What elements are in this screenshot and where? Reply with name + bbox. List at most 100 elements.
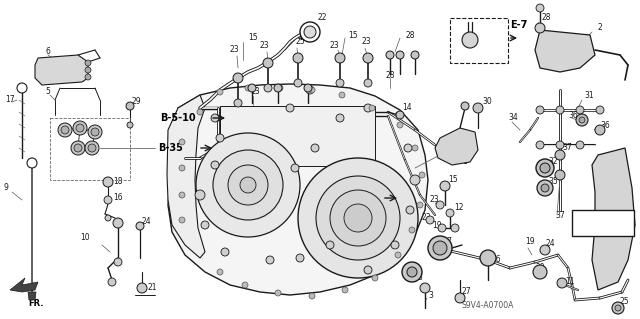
- Text: 28: 28: [386, 70, 396, 79]
- Circle shape: [127, 122, 133, 128]
- Circle shape: [274, 84, 282, 92]
- Circle shape: [242, 282, 248, 288]
- Circle shape: [344, 204, 372, 232]
- Text: 22: 22: [318, 13, 328, 23]
- Circle shape: [446, 209, 454, 217]
- Circle shape: [248, 84, 256, 92]
- Circle shape: [245, 85, 251, 91]
- Circle shape: [615, 305, 621, 311]
- Circle shape: [27, 158, 37, 168]
- Text: 27: 27: [462, 287, 472, 296]
- Circle shape: [85, 141, 99, 155]
- Circle shape: [420, 283, 430, 293]
- Circle shape: [74, 144, 82, 152]
- Circle shape: [364, 79, 372, 87]
- Circle shape: [595, 125, 605, 135]
- Text: 23: 23: [362, 38, 372, 47]
- Circle shape: [364, 104, 372, 112]
- Polygon shape: [28, 292, 36, 300]
- Text: 23: 23: [230, 46, 239, 55]
- Text: 25: 25: [295, 38, 305, 47]
- Text: 28: 28: [405, 31, 415, 40]
- Circle shape: [217, 89, 223, 95]
- Circle shape: [264, 84, 272, 92]
- Circle shape: [556, 141, 564, 149]
- Text: 37: 37: [562, 144, 572, 152]
- Circle shape: [216, 134, 224, 142]
- Circle shape: [612, 302, 624, 314]
- Circle shape: [294, 79, 302, 87]
- Circle shape: [335, 53, 345, 63]
- Circle shape: [426, 216, 434, 224]
- Circle shape: [536, 106, 544, 114]
- Circle shape: [480, 250, 496, 266]
- Circle shape: [428, 236, 452, 260]
- Text: 4: 4: [298, 33, 303, 42]
- Circle shape: [88, 125, 102, 139]
- Circle shape: [433, 241, 447, 255]
- Bar: [50, 118, 130, 180]
- Circle shape: [417, 202, 423, 208]
- Circle shape: [61, 126, 69, 134]
- Circle shape: [412, 145, 418, 151]
- Circle shape: [196, 133, 300, 237]
- Circle shape: [536, 4, 544, 12]
- Circle shape: [266, 256, 274, 264]
- Circle shape: [197, 109, 203, 115]
- Text: 25: 25: [620, 298, 630, 307]
- Circle shape: [113, 218, 123, 228]
- Text: 12: 12: [454, 204, 463, 212]
- Circle shape: [263, 58, 273, 68]
- Circle shape: [396, 111, 404, 119]
- Circle shape: [419, 172, 425, 178]
- Text: 31: 31: [584, 91, 594, 100]
- Text: 7: 7: [446, 238, 451, 247]
- Text: 23: 23: [422, 213, 431, 222]
- Circle shape: [108, 278, 116, 286]
- Text: 26: 26: [492, 256, 502, 264]
- Circle shape: [451, 224, 459, 232]
- Polygon shape: [35, 55, 88, 85]
- Circle shape: [304, 84, 312, 92]
- Circle shape: [576, 114, 588, 126]
- Polygon shape: [167, 95, 205, 258]
- Circle shape: [402, 262, 422, 282]
- Bar: [220, 106, 375, 166]
- Circle shape: [555, 170, 565, 180]
- Text: 20: 20: [536, 263, 546, 272]
- Text: 19: 19: [432, 220, 442, 229]
- Text: 37: 37: [555, 211, 564, 219]
- Circle shape: [336, 114, 344, 122]
- Circle shape: [391, 241, 399, 249]
- Text: 19: 19: [525, 238, 534, 247]
- Circle shape: [309, 87, 315, 93]
- Circle shape: [137, 283, 147, 293]
- Polygon shape: [168, 84, 428, 295]
- Text: 24: 24: [142, 218, 152, 226]
- Circle shape: [336, 79, 344, 87]
- Circle shape: [201, 221, 209, 229]
- Circle shape: [364, 266, 372, 274]
- Circle shape: [576, 106, 584, 114]
- Circle shape: [330, 190, 386, 246]
- Circle shape: [555, 150, 565, 160]
- Circle shape: [58, 123, 72, 137]
- Circle shape: [407, 267, 417, 277]
- Circle shape: [126, 102, 134, 110]
- Text: S9V4-A0700A: S9V4-A0700A: [462, 300, 515, 309]
- Circle shape: [339, 92, 345, 98]
- Circle shape: [296, 254, 304, 262]
- Polygon shape: [10, 278, 38, 292]
- Circle shape: [104, 196, 112, 204]
- Circle shape: [540, 245, 550, 255]
- Text: 28: 28: [542, 13, 552, 23]
- Circle shape: [91, 128, 99, 136]
- Circle shape: [71, 141, 85, 155]
- Text: 23: 23: [430, 196, 440, 204]
- Text: 3: 3: [428, 291, 433, 300]
- Text: SERVICE
ONLY: SERVICE ONLY: [583, 213, 623, 233]
- Circle shape: [369, 105, 375, 111]
- Circle shape: [406, 206, 414, 214]
- Circle shape: [17, 83, 27, 93]
- Bar: [450, 18, 508, 63]
